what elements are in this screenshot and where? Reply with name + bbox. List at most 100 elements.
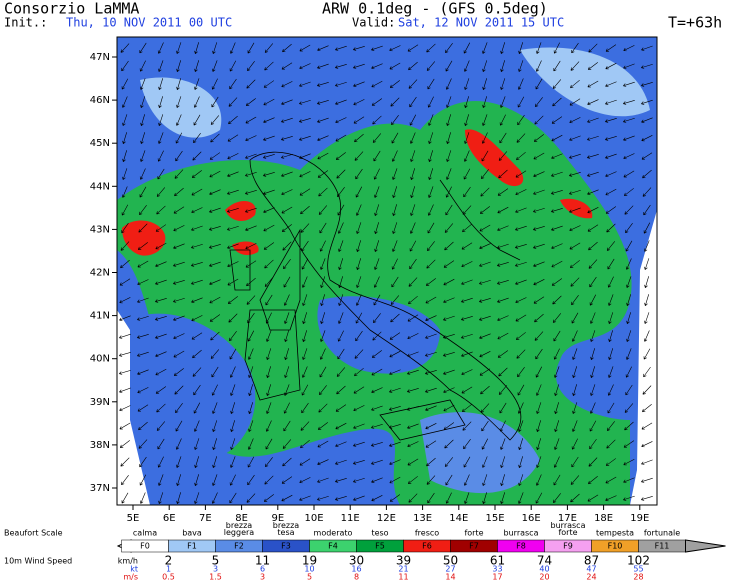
scale-name: moderato bbox=[314, 529, 353, 538]
scale-name: burrasca forte bbox=[551, 521, 586, 537]
scale-code: F2 bbox=[234, 542, 244, 551]
scale-code: F0 bbox=[140, 542, 150, 551]
speed-kmh: 39 bbox=[396, 554, 411, 568]
speed-ms: 1.5 bbox=[209, 573, 222, 580]
speed-kt: 1 bbox=[166, 565, 171, 574]
speed-kt: 33 bbox=[492, 565, 502, 574]
speed-kt: 3 bbox=[213, 565, 218, 574]
speed-ms: 20 bbox=[539, 573, 549, 580]
scale-name: brezza tesa bbox=[273, 521, 300, 537]
speed-kmh: 87 bbox=[584, 554, 599, 568]
lon-label: 7E bbox=[199, 513, 212, 524]
lat-label: 40N bbox=[90, 354, 110, 365]
speed-ms: 8 bbox=[354, 573, 359, 580]
speed-kt: 40 bbox=[539, 565, 549, 574]
scale-name: calma bbox=[133, 529, 157, 538]
lat-label: 41N bbox=[90, 311, 110, 322]
speed-kt: 47 bbox=[586, 565, 596, 574]
valid-label: Valid: bbox=[352, 16, 395, 30]
lat-label: 46N bbox=[90, 95, 110, 106]
speed-kmh: 74 bbox=[537, 554, 552, 568]
lat-label: 44N bbox=[90, 181, 110, 192]
lat-label: 38N bbox=[90, 440, 110, 451]
scale-code: F6 bbox=[422, 542, 432, 551]
lon-label: 10E bbox=[304, 513, 323, 524]
scale-code: F11 bbox=[655, 542, 670, 551]
lon-label: 13E bbox=[413, 513, 432, 524]
field bbox=[140, 77, 222, 138]
org: Consorzio LaMMA bbox=[4, 0, 139, 18]
field bbox=[232, 241, 259, 256]
coastline bbox=[229, 151, 522, 441]
lon-label: 8E bbox=[235, 513, 248, 524]
speed-ms: 5 bbox=[307, 573, 312, 580]
scale-code: F3 bbox=[281, 542, 291, 551]
speed-kt: 16 bbox=[351, 565, 361, 574]
speed-kt: 27 bbox=[445, 565, 455, 574]
unit: kt bbox=[130, 565, 138, 574]
field bbox=[465, 129, 524, 187]
scale-name: fortunale bbox=[644, 529, 680, 538]
scale-code: F7 bbox=[469, 542, 479, 551]
lon-label: 15E bbox=[485, 513, 504, 524]
field bbox=[317, 296, 440, 374]
speed-kmh: 102 bbox=[627, 554, 650, 568]
init: Thu, 10 NOV 2011 00 UTC bbox=[66, 16, 232, 30]
speed-ms: 11 bbox=[398, 573, 408, 580]
field bbox=[420, 412, 540, 494]
legend: Beaufort Scale 10m Wind Speed F0 calma F1 b… bbox=[4, 521, 726, 580]
speed-kmh: 61 bbox=[490, 554, 505, 568]
speed-kmh: 11 bbox=[255, 554, 270, 568]
lon-label: 17E bbox=[558, 513, 577, 524]
speed-ms: 3 bbox=[260, 573, 265, 580]
lon-label: 14E bbox=[449, 513, 468, 524]
field bbox=[225, 200, 256, 222]
field bbox=[130, 313, 256, 462]
lon-label: 16E bbox=[522, 513, 541, 524]
scale-name: burrasca bbox=[504, 529, 539, 538]
wind-arrows bbox=[119, 42, 653, 504]
scale-name: fresco bbox=[415, 529, 439, 538]
scale-code: F1 bbox=[187, 542, 197, 551]
lat-label: 47N bbox=[90, 52, 110, 63]
speed-kt: 10 bbox=[304, 565, 314, 574]
unit: m/s bbox=[123, 573, 138, 580]
scale-code: F8 bbox=[516, 542, 526, 551]
lon-label: 19E bbox=[630, 513, 649, 524]
legend-title: Beaufort Scale bbox=[4, 529, 63, 538]
speed-ms: 0.5 bbox=[162, 573, 175, 580]
speed-kt: 21 bbox=[398, 565, 408, 574]
lat-label: 39N bbox=[90, 397, 110, 408]
field bbox=[520, 47, 650, 117]
speed-kt: 55 bbox=[633, 565, 643, 574]
scale-name: forte bbox=[464, 529, 483, 538]
scale-name: bava bbox=[182, 529, 202, 538]
lon-label: 12E bbox=[377, 513, 396, 524]
bar-arrow bbox=[685, 539, 726, 553]
lon-label: 6E bbox=[163, 513, 176, 524]
map-frame bbox=[116, 36, 658, 506]
speed-kt: 6 bbox=[260, 565, 265, 574]
lat-label: 37N bbox=[90, 483, 110, 494]
axes: 47N 46N 45N 44N 43N 42N 41N 40N 39N 38N 37N 5E 6E 7E 8… bbox=[90, 52, 650, 524]
speed-kmh: 50 bbox=[443, 554, 458, 568]
scale-code: F10 bbox=[608, 542, 623, 551]
scale-name: tempesta bbox=[596, 529, 634, 538]
speed-ms: 17 bbox=[492, 573, 502, 580]
valid: Sat, 12 NOV 2011 15 UTC bbox=[398, 16, 564, 30]
speed-kmh: 5 bbox=[212, 554, 220, 568]
init-label: Init.: bbox=[4, 16, 47, 30]
scale-code: F5 bbox=[375, 542, 385, 551]
lon-label: 9E bbox=[271, 513, 284, 524]
step: T=+63h bbox=[668, 14, 722, 32]
lon-label: 5E bbox=[127, 513, 140, 524]
field bbox=[122, 220, 166, 256]
speed-ms: 28 bbox=[633, 573, 643, 580]
scale-code: F9 bbox=[563, 542, 573, 551]
lat-label: 45N bbox=[90, 138, 110, 149]
field bbox=[560, 198, 593, 219]
speed-ms: 14 bbox=[445, 573, 455, 580]
scale-name: teso bbox=[371, 529, 388, 538]
